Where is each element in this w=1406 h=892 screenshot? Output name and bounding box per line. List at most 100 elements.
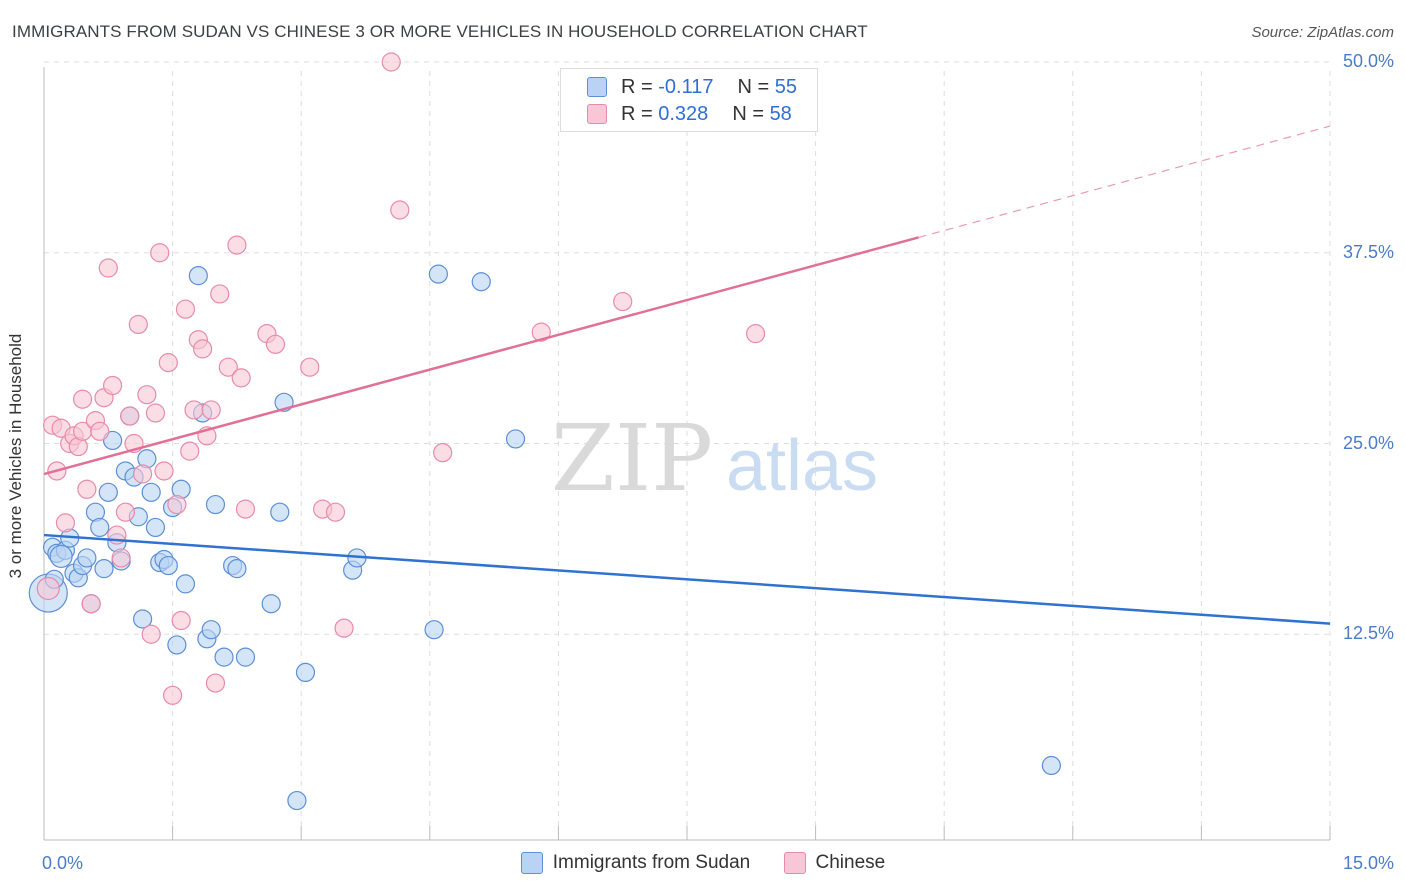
chinese-point — [158, 353, 178, 373]
legend-item-chinese[interactable]: Chinese — [783, 852, 886, 874]
stats-legend-row-chinese: R = 0.328 N = 58 — [587, 101, 792, 127]
sudan-point — [205, 494, 226, 515]
y-tick-label: 50.0% — [1342, 51, 1394, 71]
legend-item-sudan[interactable]: Immigrants from Sudan — [520, 852, 751, 874]
trend-layer — [43, 125, 1331, 625]
chinese-point — [132, 464, 153, 484]
sudan-point — [201, 620, 221, 640]
chinese-point — [81, 594, 101, 614]
y-tick-label: 12.5% — [1342, 623, 1394, 644]
sudan-point — [505, 429, 526, 449]
sudan-point — [1041, 755, 1061, 776]
r-value: -0.117 — [658, 75, 714, 98]
chinese-point — [218, 357, 238, 377]
sudan-point — [94, 559, 114, 579]
chinese-point — [145, 403, 166, 423]
sudan-point — [90, 517, 110, 538]
chinese-point — [171, 610, 191, 631]
chinese-point — [300, 357, 320, 377]
legend-label-chinese: Chinese — [815, 852, 886, 873]
sudan-point — [167, 635, 187, 655]
y-tick-label: 37.5% — [1342, 241, 1394, 262]
chinese-point — [201, 400, 221, 420]
sudan-point — [287, 790, 307, 811]
chinese-point — [745, 324, 766, 344]
sudan-point — [214, 647, 234, 667]
chinese-point — [72, 389, 93, 409]
n-label: N = — [732, 102, 764, 125]
n-value: 58 — [769, 102, 792, 125]
chinese-swatch — [587, 104, 607, 124]
chinese-point — [163, 685, 183, 705]
chinese-point — [115, 502, 136, 522]
sudan-point — [49, 544, 73, 569]
n-value: 55 — [774, 75, 797, 98]
chart-title: IMMIGRANTS FROM SUDAN VS CHINESE 3 OR MO… — [12, 22, 868, 41]
sudan-point — [188, 266, 208, 286]
sudan-point — [145, 517, 166, 538]
chinese-point — [141, 624, 161, 644]
sudan-point — [295, 662, 316, 683]
stats-legend: R = -0.117 N = 55 R = 0.328 N = 58 — [560, 68, 818, 132]
chinese-point — [613, 291, 633, 312]
chinese-point — [77, 479, 97, 499]
chinese-point — [36, 576, 60, 601]
r-label: R = — [621, 75, 653, 98]
chinese-point — [433, 443, 453, 463]
sudan-trend-line — [43, 533, 1331, 625]
r-label: R = — [621, 102, 653, 125]
chinese-point — [137, 385, 157, 405]
sudan-point — [98, 482, 118, 502]
chinese-point — [154, 461, 174, 481]
sudan-point — [158, 555, 178, 576]
sudan-point — [175, 574, 196, 594]
sudan-point — [471, 272, 491, 292]
chinese-trend-line — [43, 236, 919, 476]
sudan-legend-swatch — [520, 852, 543, 874]
chinese-point — [210, 284, 230, 304]
chinese-point — [120, 406, 140, 426]
chinese-point — [102, 375, 123, 396]
chinese-point — [390, 200, 410, 220]
sudan-point — [428, 264, 448, 284]
chinese-point — [184, 400, 204, 420]
chinese-legend-swatch — [783, 852, 806, 874]
chinese-point — [111, 548, 131, 568]
chinese-point — [531, 322, 551, 342]
chinese-point — [180, 441, 200, 461]
x-tick-label-min: 0.0% — [42, 853, 84, 873]
chinese-point — [150, 243, 170, 263]
watermark-zip: ZIP — [551, 405, 713, 512]
chinese-point — [167, 494, 187, 515]
legend-label-sudan: Immigrants from Sudan — [552, 852, 751, 873]
sudan-point — [270, 502, 290, 522]
chinese-point — [193, 339, 213, 359]
chinese-point — [98, 258, 118, 278]
sudan-point — [227, 559, 247, 579]
points-layer — [28, 52, 1061, 811]
y-axis-label: 3 or more Vehicles in Household — [6, 333, 25, 579]
chinese-point — [265, 334, 286, 354]
watermark-atlas: atlas — [726, 426, 878, 506]
chinese-point — [227, 235, 247, 255]
stats-legend-row-sudan: R = -0.117 N = 55 — [587, 74, 797, 100]
sudan-point — [132, 609, 153, 629]
grid-layer — [44, 61, 1331, 826]
y-tick-label: 25.0% — [1342, 432, 1394, 453]
sudan-point — [424, 620, 444, 640]
sudan-swatch — [587, 77, 607, 97]
sudan-point — [235, 647, 256, 667]
sudan-point — [141, 482, 161, 502]
chinese-point — [175, 299, 196, 319]
chinese-trend-extension — [918, 125, 1331, 239]
chinese-point — [334, 618, 354, 638]
sudan-point — [77, 548, 97, 568]
source-credit: Source: ZipAtlas.com — [1251, 24, 1394, 41]
axis-layer — [43, 67, 1331, 841]
chinese-point — [128, 314, 148, 335]
sudan-point — [261, 594, 281, 614]
chinese-point — [381, 52, 401, 72]
chinese-point — [235, 499, 256, 519]
x-tick-label-max: 15.0% — [1342, 853, 1394, 873]
